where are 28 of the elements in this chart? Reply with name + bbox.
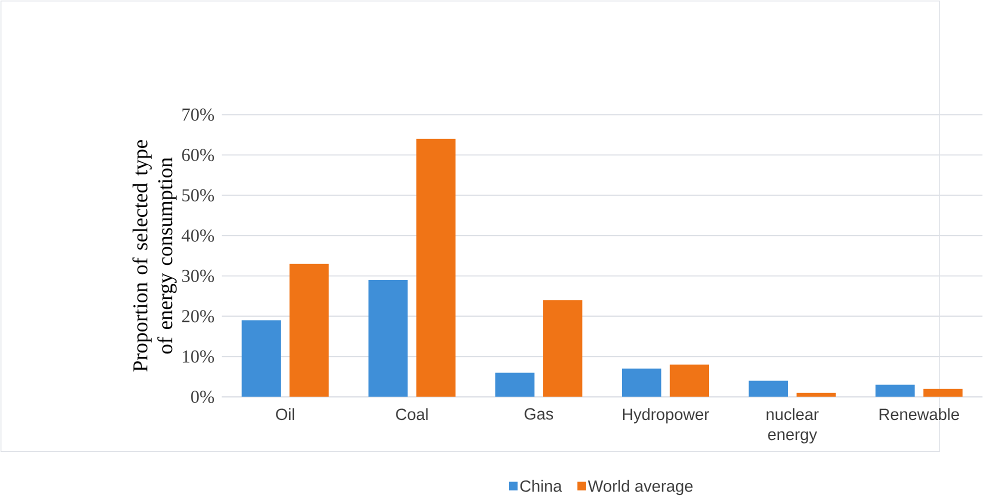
x-tick-label: Renewable (880, 408, 959, 420)
y-tick-label: 30% (182, 270, 214, 282)
bar (290, 264, 329, 397)
y-axis-title: Proportion of selected type of energy consumption (132, 140, 177, 372)
bar (876, 384, 915, 397)
x-tick-label: Hydropower (623, 408, 710, 424)
y-tick-label: 70% (182, 108, 214, 121)
x-tick-label: Oil (276, 408, 294, 420)
y-tick-label: 40% (182, 229, 214, 242)
bar (670, 364, 710, 397)
bar (242, 320, 281, 397)
y-tick-label: 20% (182, 310, 214, 322)
bar (748, 380, 788, 397)
bar (416, 138, 456, 397)
legend-label: World average (588, 480, 693, 496)
x-tick-label: Gas (524, 408, 554, 420)
bar (495, 372, 534, 397)
y-tick-label: 10% (182, 350, 214, 363)
bar (368, 280, 408, 397)
x-tick-label: nuclear energy (766, 408, 819, 444)
x-tick-label: Coal (396, 408, 428, 420)
y-tick-label: 50% (182, 189, 214, 202)
bar (923, 388, 963, 397)
y-tick-label: 60% (182, 148, 214, 162)
bar (543, 300, 582, 397)
legend-label: China (520, 480, 562, 492)
y-tick-label: 0% (191, 390, 214, 404)
bar (622, 368, 662, 397)
